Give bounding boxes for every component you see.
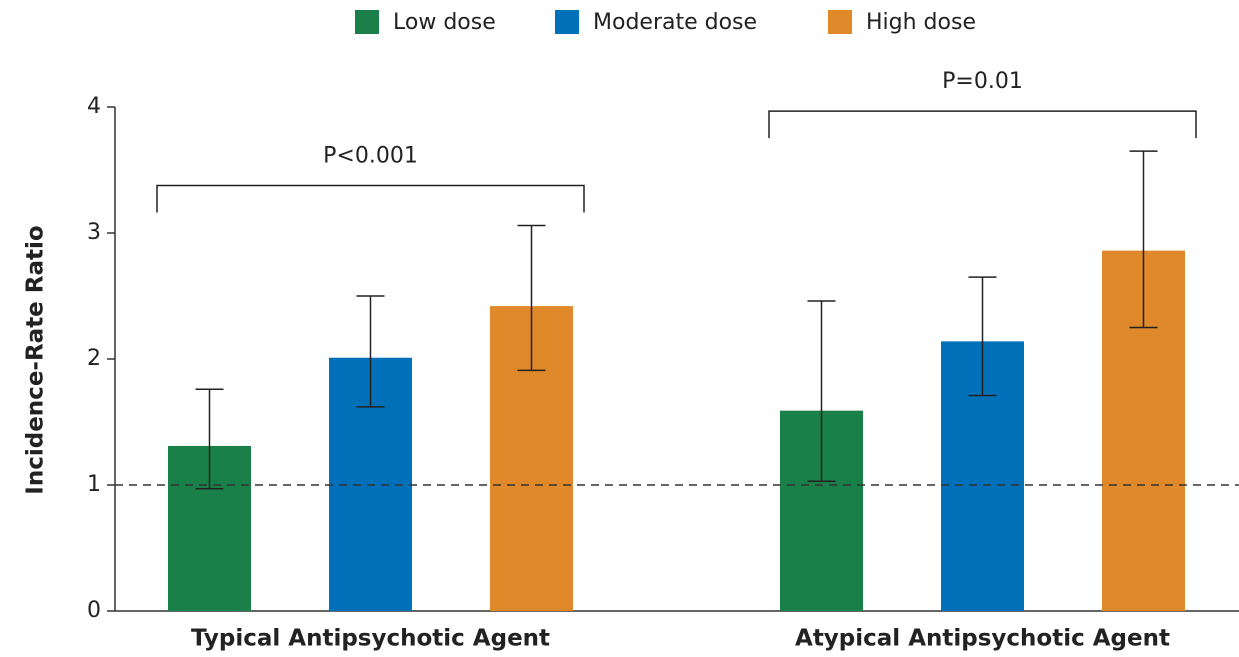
legend-label: Low dose: [393, 10, 496, 35]
error-bar: [356, 295, 385, 408]
error-bar: [517, 224, 546, 372]
significance-bracket: [156, 184, 585, 213]
error-bar: [968, 276, 997, 397]
y-tick-label: 0: [87, 598, 101, 623]
error-bar: [1129, 150, 1158, 329]
significance-bracket: [768, 110, 1197, 139]
y-tick-label: 1: [87, 472, 101, 497]
legend-swatch: [355, 10, 379, 34]
legend-label: High dose: [866, 10, 976, 35]
legend-swatch: [828, 10, 852, 34]
x-tick-label: Typical Antipsychotic Agent: [191, 626, 550, 652]
y-tick-label: 2: [87, 346, 101, 371]
y-tick-label: 3: [87, 220, 101, 245]
legend-swatch: [555, 10, 579, 34]
error-bar: [807, 300, 836, 482]
p-value: P=0.01: [942, 69, 1023, 94]
error-bar: [195, 388, 224, 490]
y-axis-label: Incidence-Rate Ratio: [23, 225, 49, 494]
p-value: P<0.001: [323, 143, 418, 168]
legend-label: Moderate dose: [593, 10, 757, 35]
y-tick-label: 4: [87, 94, 101, 119]
x-tick-label: Atypical Antipsychotic Agent: [795, 626, 1170, 652]
